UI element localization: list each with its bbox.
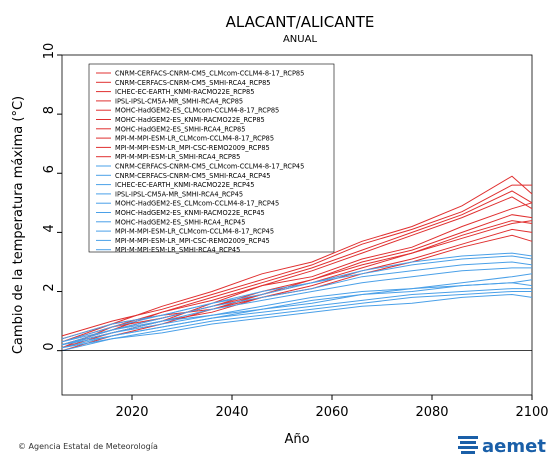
legend-label: ICHEC-EC-EARTH_KNMI-RACMO22E_RCP45	[115, 181, 254, 189]
legend-label: MPI-M-MPI-ESM-LR_CLMcom-CCLM4-8-17_RCP85	[115, 135, 274, 143]
legend-label: CNRM-CERFACS-CNRM-CM5_CLMcom-CCLM4-8-17_…	[115, 163, 304, 171]
plot-frame	[61, 54, 533, 396]
series-line-16	[61, 267, 532, 346]
series-line-15	[61, 261, 533, 346]
legend-label: MOHC-HadGEM2-ES_KNMI-RACMO22E_RCP45	[115, 209, 265, 217]
series-line-12	[61, 282, 533, 343]
legend-label: MPI-M-MPI-ESM-LR_MPI-CSC-REMO2009_RCP45	[115, 237, 270, 245]
legend: CNRM-CERFACS-CNRM-CM5_CLMcom-CCLM4-8-17_…	[88, 63, 335, 254]
chart-subtitle: ANUAL	[283, 34, 317, 45]
legend-label: IPSL-IPSL-CM5A-MR_SMHI-RCA4_RCP85	[115, 97, 243, 105]
legend-label: CNRM-CERFACS-CNRM-CM5_SMHI-RCA4_RCP45	[115, 172, 271, 180]
logo-text: aemet	[482, 436, 546, 457]
legend-label: MOHC-HadGEM2-ES_SMHI-RCA4_RCP85	[115, 125, 245, 133]
aemet-logo: aemet	[458, 436, 546, 457]
series-layer	[61, 175, 533, 352]
series-line-19	[61, 293, 533, 352]
x-tick-label: 2060	[315, 405, 348, 420]
y-tick-label: 2	[42, 283, 57, 291]
x-axis-label: Año	[284, 432, 309, 447]
y-tick-label: 4	[42, 224, 57, 232]
series-line-3	[61, 184, 532, 337]
x-axis: 2020 2040 2060 2080 2100	[115, 395, 549, 420]
legend-box	[88, 63, 335, 253]
legend-label: MOHC-HadGEM2-ES_CLMcom-CCLM4-8-17_RCP45	[115, 200, 279, 208]
legend-label: MOHC-HadGEM2-ES_KNMI-RACMO22E_RCP85	[115, 116, 265, 124]
x-tick-label: 2040	[215, 405, 248, 420]
legend-label: IPSL-IPSL-CM5A-MR_SMHI-RCA4_RCP45	[115, 190, 243, 198]
x-tick-label: 2080	[415, 405, 448, 420]
chart-title: ALACANT/ALICANTE	[226, 13, 375, 31]
legend-label: MOHC-HadGEM2-ES_SMHI-RCA4_RCP45	[115, 218, 245, 226]
credit-text: Agencia Estatal de Meteorología	[28, 442, 158, 451]
series-line-14	[61, 252, 533, 343]
series-line-17	[61, 291, 532, 349]
y-axis: 0 2 4 6 8 10	[42, 43, 62, 352]
series-line-18	[61, 288, 532, 346]
x-tick-label: 2100	[515, 405, 548, 420]
copyright-icon: ©	[18, 442, 26, 451]
series-line-4	[61, 175, 533, 340]
y-tick-label: 6	[42, 165, 57, 173]
y-tick-label: 0	[42, 343, 57, 351]
logo-mark-icon	[458, 436, 478, 454]
legend-label: ICHEC-EC-EARTH_KNMI-RACMO22E_RCP85	[115, 88, 254, 96]
credit: © Agencia Estatal de Meteorología	[18, 442, 158, 451]
legend-label: MOHC-HadGEM2-ES_CLMcom-CCLM4-8-17_RCP85	[115, 107, 279, 115]
legend-label: CNRM-CERFACS-CNRM-CM5_SMHI-RCA4_RCP85	[115, 79, 271, 87]
y-tick-label: 10	[42, 43, 57, 60]
y-axis-label: Cambio de la temperatura máxima (°C)	[11, 96, 26, 354]
legend-label: MPI-M-MPI-ESM-LR_SMHI-RCA4_RCP85	[115, 153, 240, 161]
legend-label: CNRM-CERFACS-CNRM-CM5_CLMcom-CCLM4-8-17_…	[115, 70, 304, 78]
legend-label: MPI-M-MPI-ESM-LR_MPI-CSC-REMO2009_RCP85	[115, 144, 270, 152]
x-tick-label: 2020	[115, 405, 148, 420]
legend-label: MPI-M-MPI-ESM-LR_CLMcom-CCLM4-8-17_RCP45	[115, 228, 274, 236]
y-tick-label: 8	[42, 106, 57, 114]
series-line-5	[61, 190, 533, 343]
legend-label: MPI-M-MPI-ESM-LR_SMHI-RCA4_RCP45	[115, 246, 240, 254]
series-line-10	[61, 273, 533, 346]
